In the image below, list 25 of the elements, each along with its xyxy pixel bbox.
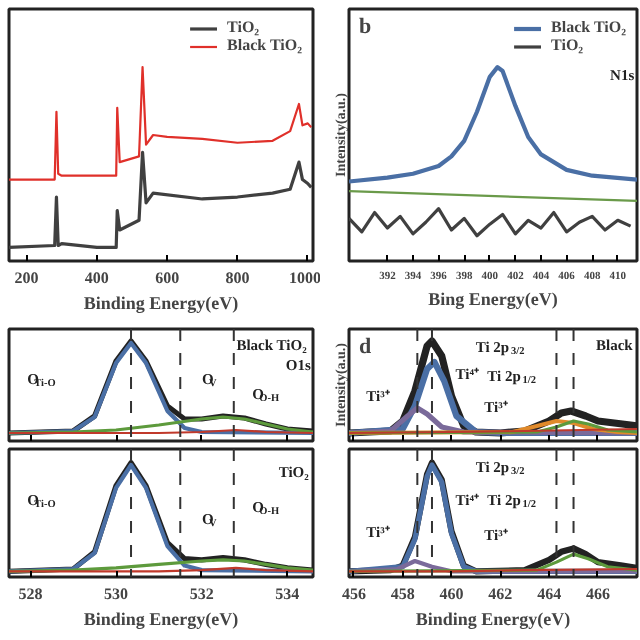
x-tick-label: 200 bbox=[14, 269, 39, 287]
legend-label: TiO₂ bbox=[227, 18, 262, 36]
x-tick-label: 534 bbox=[275, 585, 300, 603]
x-axis-title: Binding Energy(eV) bbox=[83, 293, 239, 313]
x-axis-title: Binding Energy(eV) bbox=[83, 609, 239, 629]
legend-label: Black TiO₂ bbox=[551, 18, 626, 36]
chart-title: b bbox=[359, 15, 372, 39]
x-tick-label: 462 bbox=[488, 585, 513, 603]
x-tick-label: 528 bbox=[18, 585, 43, 603]
x-tick-label: 460 bbox=[439, 585, 464, 603]
x-tick-label: 800 bbox=[225, 269, 250, 287]
chart-title: d bbox=[359, 335, 372, 359]
x-tick-label: 458 bbox=[390, 585, 415, 603]
legend-label: Black TiO₂ bbox=[227, 36, 302, 54]
x-tick-label: 456 bbox=[341, 585, 366, 603]
legend-label: TiO₂ bbox=[551, 36, 586, 54]
x-tick-label: 466 bbox=[585, 585, 610, 603]
x-tick-label: 400 bbox=[84, 269, 109, 287]
x-tick-label: 530 bbox=[104, 585, 129, 603]
x-tick-label: 464 bbox=[537, 585, 562, 603]
x-axis-title: Binding Energy(eV) bbox=[415, 609, 571, 629]
x-tick-label: 600 bbox=[155, 269, 180, 287]
x-tick-label: 1000 bbox=[289, 269, 321, 287]
x-tick-label: 532 bbox=[189, 585, 214, 603]
x-axis-title: Bing Energy(eV) bbox=[428, 289, 558, 309]
